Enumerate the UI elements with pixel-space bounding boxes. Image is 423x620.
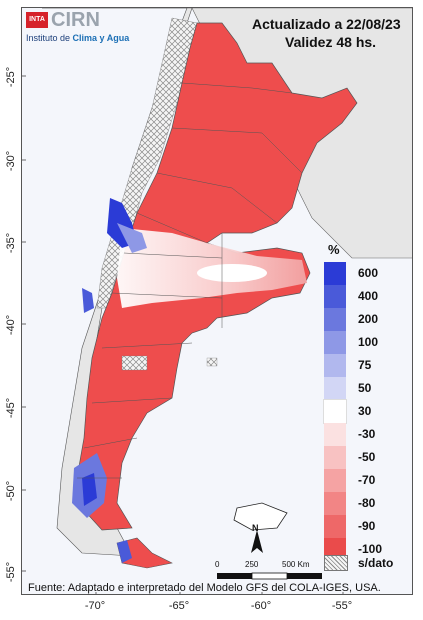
wet-patch-south-2 bbox=[82, 473, 97, 506]
white-core bbox=[197, 264, 267, 282]
scale-bar bbox=[217, 572, 322, 580]
legend-swatch bbox=[324, 515, 346, 538]
lat-tick: -35° bbox=[5, 232, 17, 254]
lon-tick: -55° bbox=[331, 600, 353, 612]
legend-swatch bbox=[324, 262, 346, 285]
lat-tick: -45° bbox=[5, 397, 17, 419]
legend-swatch bbox=[324, 492, 346, 515]
lon-tick: -65° bbox=[168, 600, 190, 612]
graticule-ticks bbox=[22, 75, 344, 594]
nodata-patch bbox=[121, 355, 148, 371]
lat-tick: -40° bbox=[5, 314, 17, 336]
scale-label: 500 Km bbox=[282, 560, 310, 569]
legend-label: 100 bbox=[358, 335, 379, 349]
legend-label: -100 bbox=[358, 542, 383, 556]
malvinas bbox=[233, 502, 288, 531]
wet-patch-central-2 bbox=[117, 223, 147, 253]
lat-tick: -50° bbox=[5, 480, 17, 502]
legend-label: -50 bbox=[358, 450, 376, 464]
legend-label: 400 bbox=[358, 289, 379, 303]
lat-tick: -25° bbox=[5, 66, 17, 88]
map-frame bbox=[21, 7, 413, 595]
lat-tick: -55° bbox=[5, 561, 17, 583]
legend-title: % bbox=[328, 242, 340, 257]
legend-swatch bbox=[324, 469, 346, 492]
north-label: N bbox=[252, 523, 259, 533]
legend-label: -30 bbox=[358, 427, 376, 441]
legend-label: -80 bbox=[358, 496, 376, 510]
map-canvas bbox=[22, 8, 412, 594]
legend-swatch bbox=[324, 331, 346, 354]
cirn-logo: CIRN bbox=[51, 9, 100, 31]
nodata-swatch bbox=[324, 555, 348, 571]
legend-swatch bbox=[324, 354, 346, 377]
lat-tick: -30° bbox=[5, 150, 17, 172]
legend-label: 75 bbox=[358, 358, 372, 372]
legend-swatch bbox=[324, 377, 346, 400]
logo-subtitle-pre: Instituto de bbox=[26, 33, 73, 43]
legend-swatch bbox=[324, 423, 346, 446]
legend-label: -90 bbox=[358, 519, 376, 533]
legend-swatch bbox=[324, 446, 346, 469]
lon-tick: -60° bbox=[250, 600, 272, 612]
nodata-label: s/dato bbox=[358, 556, 394, 570]
province-borders bbox=[77, 82, 303, 479]
wet-patch-north bbox=[82, 288, 94, 313]
legend-label: 50 bbox=[358, 381, 372, 395]
legend-label: 200 bbox=[358, 312, 379, 326]
scale-label: 0 bbox=[215, 560, 220, 569]
validity-period: Validez 48 hs. bbox=[285, 34, 377, 50]
legend-label: -70 bbox=[358, 473, 376, 487]
updated-date: Actualizado a 22/08/23 bbox=[252, 16, 401, 32]
north-arrow-icon bbox=[251, 530, 263, 553]
logo-subtitle-bold: Clima y Agua bbox=[72, 33, 130, 43]
scale-label: 250 bbox=[245, 560, 259, 569]
legend-label: 30 bbox=[358, 404, 372, 418]
lon-tick: -70° bbox=[84, 600, 106, 612]
nodata-patch-2 bbox=[206, 357, 218, 367]
source-credit: Fuente: Adaptado e interpretado del Mode… bbox=[28, 582, 381, 594]
legend-swatch bbox=[324, 285, 346, 308]
logo-subtitle: Instituto de Clima y Agua bbox=[26, 33, 129, 43]
inta-logo: INTA bbox=[26, 12, 48, 28]
legend-swatch bbox=[324, 308, 346, 331]
tdf-wet bbox=[117, 540, 132, 563]
legend-label: 600 bbox=[358, 266, 379, 280]
legend-swatch bbox=[323, 399, 347, 424]
